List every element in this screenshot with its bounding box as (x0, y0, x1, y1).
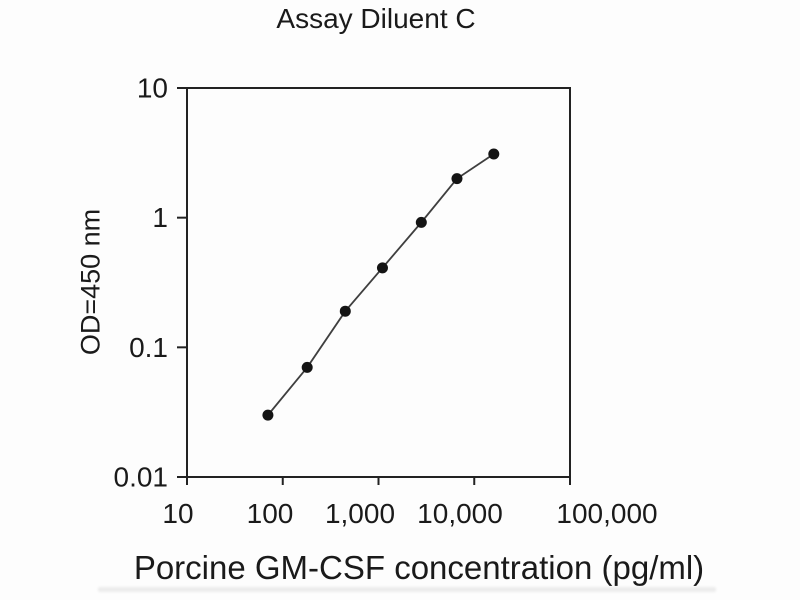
standard-curve-line (267, 153, 495, 416)
data-point-marker (301, 361, 313, 373)
chart-title: Assay Diluent C (276, 3, 476, 34)
plot-frame (186, 87, 571, 478)
x-tick-label: 100,000 (556, 498, 657, 529)
data-point-marker (262, 409, 274, 421)
data-point-marker (339, 305, 351, 317)
data-point-marker (451, 173, 463, 185)
x-tick-label: 100 (247, 498, 294, 529)
data-point-marker (415, 216, 427, 228)
scan-artifact-line (98, 587, 716, 592)
x-tick-label: 1,000 (325, 498, 395, 529)
data-point-marker (376, 262, 388, 274)
y-tick-label: 0.01 (114, 462, 169, 493)
y-tick-label: 1 (152, 202, 168, 233)
data-point-marker (488, 148, 500, 160)
x-tick-label: 10,000 (417, 498, 503, 529)
y-tick-label: 10 (137, 73, 168, 104)
x-tick-label: 10 (162, 498, 193, 529)
y-tick-label: 0.1 (129, 332, 168, 363)
x-axis-title: Porcine GM-CSF concentration (pg/ml) (133, 549, 705, 586)
